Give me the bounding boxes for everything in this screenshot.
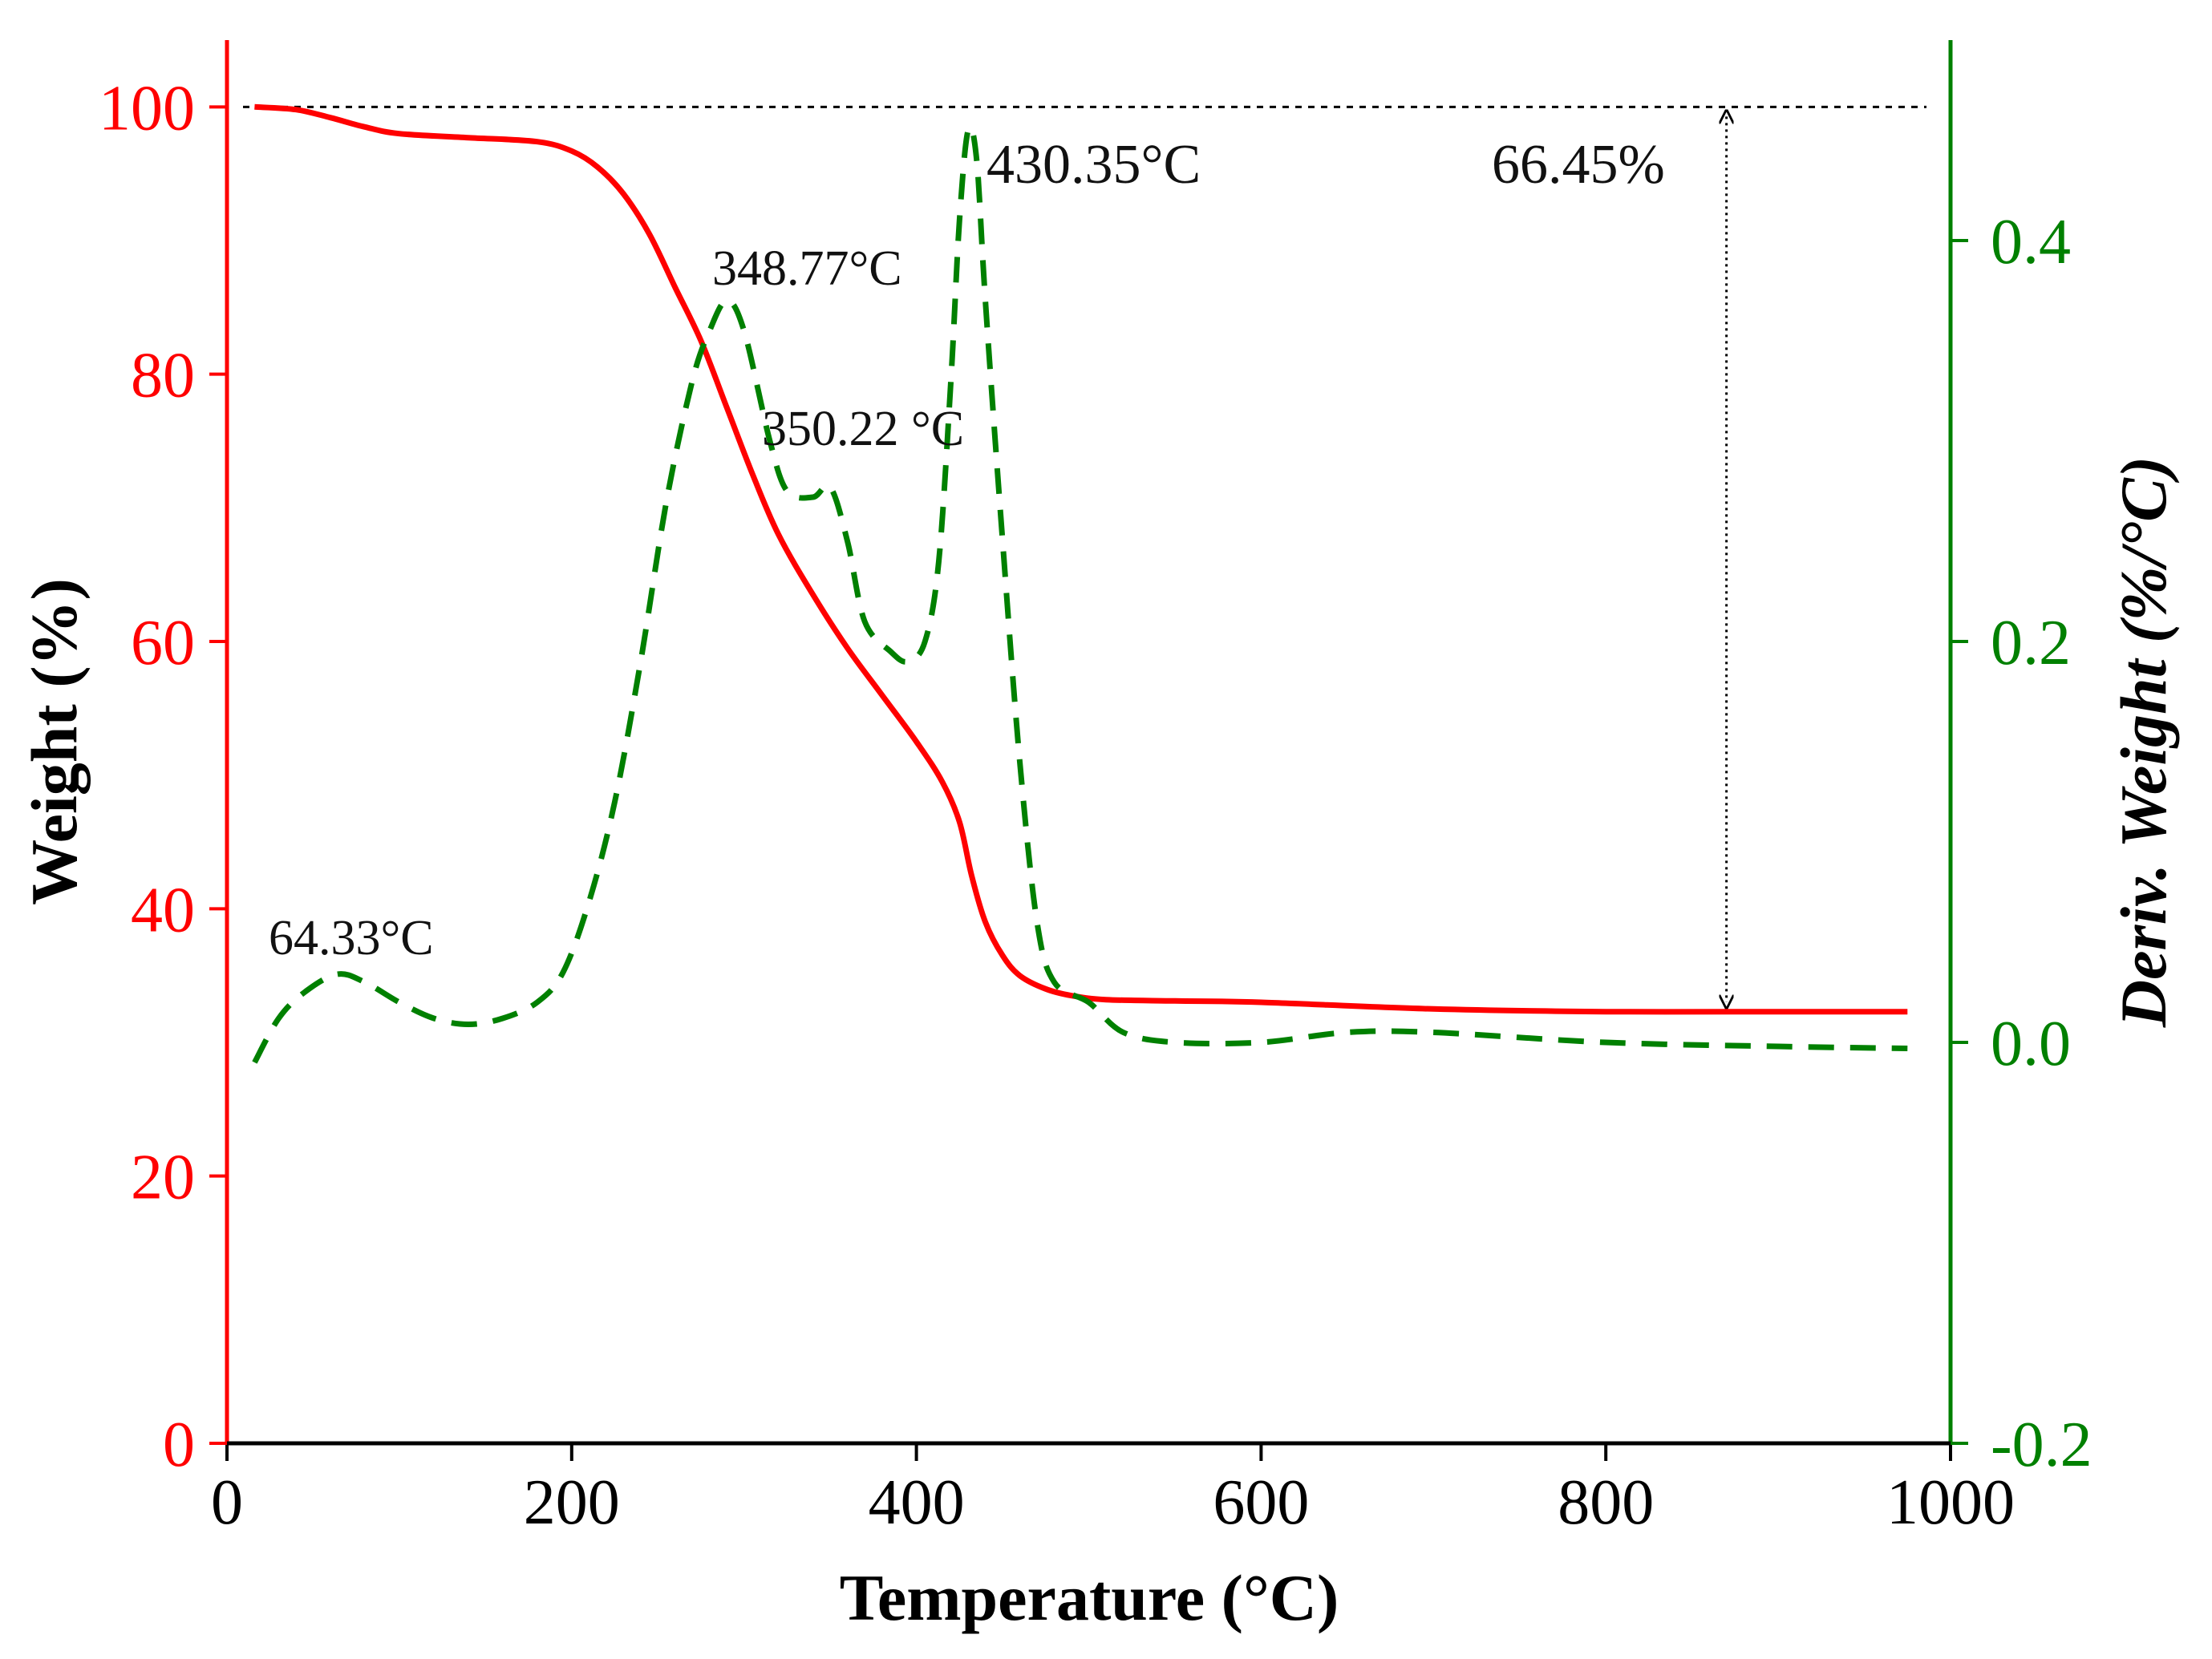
- deriv-weight-series-line: [252, 123, 1908, 1064]
- x-tick-label: 400: [869, 1467, 965, 1538]
- right-tick-label: -0.2: [1991, 1410, 2092, 1480]
- weight-series-line: [254, 103, 1908, 1015]
- left-tick-label: 100: [99, 73, 195, 144]
- left-tick-label: 60: [131, 608, 195, 678]
- annotation-430c: 430.35°C: [986, 134, 1201, 196]
- right-tick-label: 0.2: [1991, 608, 2071, 678]
- annotation-64c: 64.33°C: [269, 911, 434, 965]
- x-tick-label: 0: [211, 1467, 243, 1538]
- right-axis-title: Deriv. Weight (%/°C): [2107, 456, 2180, 1028]
- annotation-350c: 350.22 °C: [762, 402, 964, 456]
- x-tick-label: 1000: [1886, 1467, 2015, 1538]
- x-tick-label: 200: [524, 1467, 620, 1538]
- left-tick-label: 20: [131, 1143, 195, 1213]
- left-axis-title: Weight (%): [18, 578, 91, 905]
- right-axis-ticks: -0.2 0.0 0.2 0.4: [1951, 207, 2092, 1480]
- annotation-mass-loss: 66.45%: [1492, 134, 1665, 196]
- left-tick-label: 40: [131, 875, 195, 945]
- right-tick-label: 0.4: [1991, 207, 2071, 277]
- left-tick-label: 0: [163, 1410, 195, 1480]
- right-tick-label: 0.0: [1991, 1009, 2071, 1079]
- x-axis-title: Temperature (°C): [840, 1561, 1339, 1634]
- x-axis-ticks: 0 200 400 600 800 1000: [211, 1443, 2015, 1538]
- left-tick-label: 80: [131, 341, 195, 411]
- x-tick-label: 600: [1213, 1467, 1309, 1538]
- x-tick-label: 800: [1558, 1467, 1654, 1538]
- left-axis-ticks: 0 20 40 60 80 100: [99, 73, 227, 1480]
- annotation-348c: 348.77°C: [712, 241, 902, 296]
